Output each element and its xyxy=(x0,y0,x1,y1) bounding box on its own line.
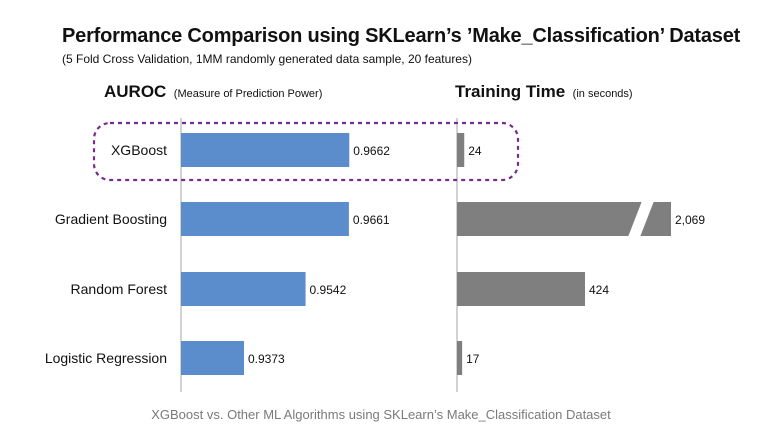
training-time-title-note: (in seconds) xyxy=(572,88,633,100)
auroc-value-label-random-forest: 0.9542 xyxy=(310,283,347,297)
auroc-panel-title: AUROC (Measure of Prediction Power) xyxy=(104,82,322,102)
training-time-value-label-logistic-regression: 17 xyxy=(466,352,480,366)
category-label-random-forest: Random Forest xyxy=(71,281,168,297)
figure-caption: XGBoost vs. Other ML Algorithms using SK… xyxy=(151,407,611,422)
category-label-logistic-regression: Logistic Regression xyxy=(45,350,167,366)
training-time-value-label-gradient-boosting: 2,069 xyxy=(675,213,705,227)
auroc-bar-random-forest xyxy=(181,272,306,306)
chart-title: Performance Comparison using SKLearn’s ’… xyxy=(62,25,741,47)
training-time-value-label-xgboost: 24 xyxy=(468,144,482,158)
auroc-bar-logistic-regression xyxy=(181,341,245,375)
training-time-bar-xgboost xyxy=(457,133,465,167)
category-label-gradient-boosting: Gradient Boosting xyxy=(55,211,167,227)
auroc-value-label-gradient-boosting: 0.9661 xyxy=(353,213,390,227)
category-label-xgboost: XGBoost xyxy=(111,142,167,158)
auroc-value-label-logistic-regression: 0.9373 xyxy=(248,352,285,366)
auroc-value-label-xgboost: 0.9662 xyxy=(353,144,390,158)
axis-break-gap xyxy=(628,201,654,237)
xgboost-highlight-box xyxy=(92,121,520,182)
training-time-title: Training Time xyxy=(455,82,566,101)
auroc-bar-xgboost xyxy=(181,133,350,167)
training-time-bar-logistic-regression xyxy=(457,341,463,375)
auroc-title: AUROC xyxy=(104,82,167,101)
training-time-bar-random-forest xyxy=(457,272,585,306)
training-time-panel-title: Training Time (in seconds) xyxy=(455,82,633,102)
chart-subtitle: (5 Fold Cross Validation, 1MM randomly g… xyxy=(62,52,472,66)
training-time-value-label-random-forest: 424 xyxy=(589,283,609,297)
auroc-bar-gradient-boosting xyxy=(181,202,349,236)
auroc-title-note: (Measure of Prediction Power) xyxy=(173,88,323,100)
